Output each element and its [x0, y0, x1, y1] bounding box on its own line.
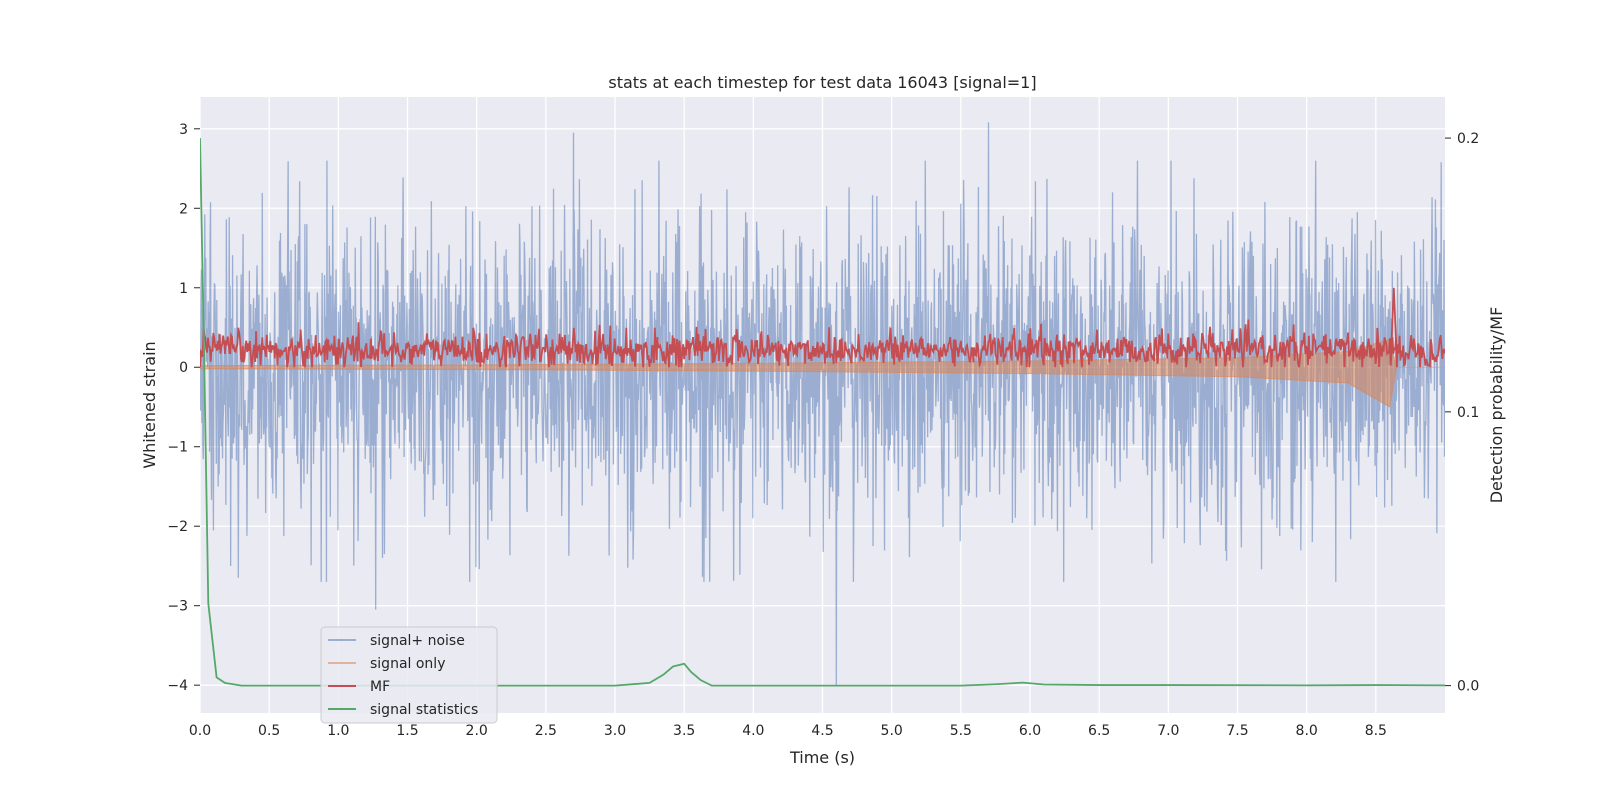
y2-tick-label: 0.0 [1457, 679, 1479, 695]
y-tick-label: 0 [179, 360, 188, 376]
x-tick-label: 1.0 [327, 723, 349, 739]
y-tick-label: 3 [179, 122, 188, 138]
x-tick-label: 7.0 [1157, 723, 1179, 739]
x-axis-label: Time (s) [789, 748, 855, 767]
plot-area [200, 122, 1445, 687]
x-tick-label: 6.0 [1019, 723, 1041, 739]
y-tick-label: −4 [167, 678, 188, 694]
y-tick-label: 2 [179, 201, 188, 217]
x-tick-label: 7.5 [1226, 723, 1248, 739]
legend-box [320, 626, 498, 724]
y-tick-label: −3 [167, 599, 188, 615]
x-tick-label: 8.5 [1365, 723, 1387, 739]
y-tick-label: −2 [167, 519, 188, 535]
x-tick-label: 2.0 [466, 723, 488, 739]
x-tick-label: 8.0 [1296, 723, 1318, 739]
x-tick-label: 5.5 [950, 723, 972, 739]
y-tick-label: 1 [179, 281, 188, 297]
chart-title: stats at each timestep for test data 160… [608, 73, 1036, 92]
y2-tick-label: 0.2 [1457, 131, 1479, 147]
x-tick-label: 4.0 [742, 723, 764, 739]
legend-label: signal+ noise [370, 633, 465, 649]
series-signal-statistics-line [200, 138, 1445, 687]
y-axis-label: Whitened strain [140, 341, 159, 468]
legend: signal+ noise signal only MF signal statist… [320, 626, 498, 724]
x-tick-label: 5.0 [881, 723, 903, 739]
y2-axis-label: Detection probability/MF [1487, 307, 1506, 504]
x-tick-label: 0.5 [258, 723, 280, 739]
x-tick-label: 3.0 [604, 723, 626, 739]
legend-label: signal only [370, 656, 445, 672]
series-mf-line [200, 287, 1445, 368]
x-tick-label: 0.0 [189, 723, 211, 739]
x-tick-label: 2.5 [535, 723, 557, 739]
x-tick-label: 6.5 [1088, 723, 1110, 739]
legend-label: signal statistics [370, 702, 478, 718]
x-tick-label: 4.5 [811, 723, 833, 739]
y-tick-label: −1 [167, 440, 188, 456]
x-tick-label: 3.5 [673, 723, 695, 739]
y2-tick-label: 0.1 [1457, 405, 1479, 421]
x-tick-label: 1.5 [396, 723, 418, 739]
legend-label: MF [370, 679, 390, 695]
